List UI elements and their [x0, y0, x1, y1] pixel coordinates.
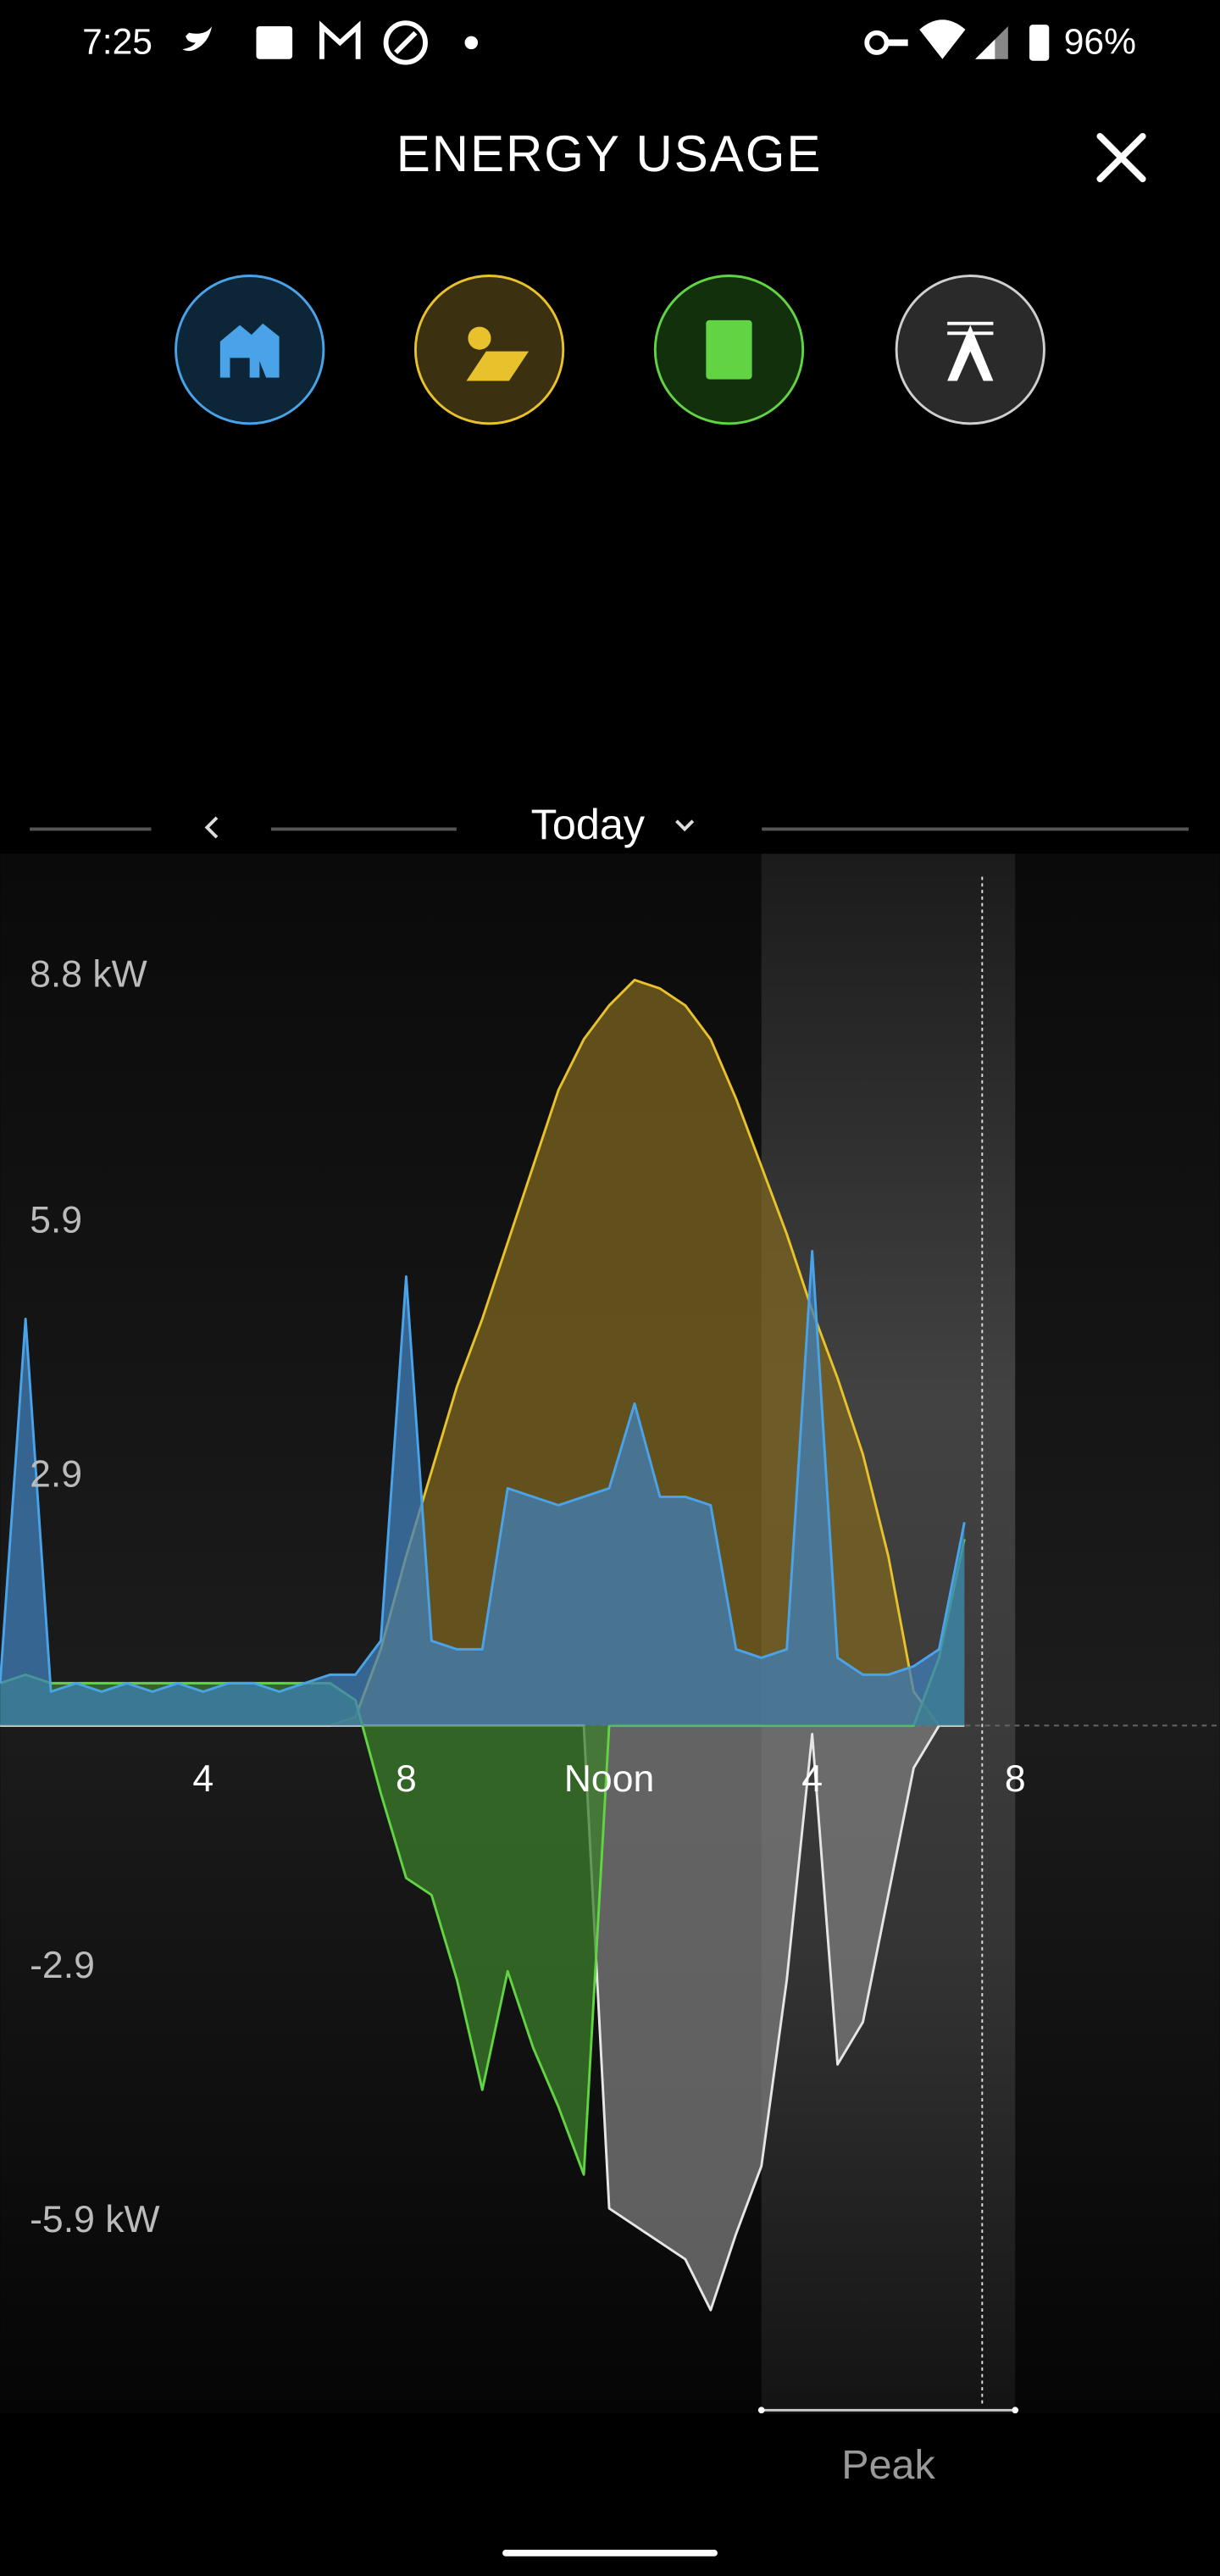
y-tick-label: 8.8 kW: [30, 953, 147, 995]
x-tick-label: 8: [1005, 1758, 1026, 1800]
chart: 8.8 kW 5.9 2.9 -2.9 -5.9 kW 4 8 Noon 4 8 Peak: [0, 853, 1218, 2488]
status-battery: 96%: [1064, 22, 1136, 63]
status-time: 7:25: [82, 22, 152, 63]
close-button[interactable]: [1096, 132, 1146, 183]
y-tick-label: 2.9: [30, 1453, 82, 1495]
x-tick-label: Noon: [564, 1758, 655, 1800]
y-tick-label: -2.9: [30, 1945, 95, 1986]
y-tick-label: 5.9: [30, 1199, 82, 1241]
x-tick-label: 4: [192, 1758, 214, 1800]
grid-button[interactable]: [895, 275, 1045, 425]
peak-start: [757, 2407, 765, 2414]
area-fill: [0, 1725, 965, 2311]
header-title: ENERGY USAGE: [396, 125, 823, 182]
area-line: [0, 1250, 966, 1693]
solar-button[interactable]: [413, 275, 565, 425]
status-icons: [182, 19, 1050, 65]
date-label[interactable]: Today: [531, 800, 646, 848]
area-fill: [0, 980, 965, 1726]
powerwall-button[interactable]: [653, 275, 805, 425]
date-dropdown[interactable]: [675, 819, 695, 832]
x-tick-label: 4: [801, 1758, 823, 1800]
y-tick-label: -5.9 kW: [30, 2199, 159, 2240]
peak-label: Peak: [841, 2442, 935, 2488]
prev-arrow[interactable]: [204, 816, 219, 839]
x-tick-label: 8: [396, 1758, 417, 1800]
area-fill: [0, 1251, 965, 1726]
home-button[interactable]: [175, 275, 325, 425]
peak-end: [1012, 2407, 1019, 2414]
